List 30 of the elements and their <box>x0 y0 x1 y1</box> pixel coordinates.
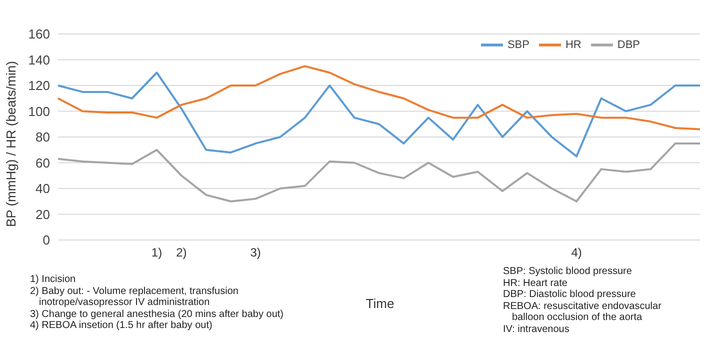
y-tick-label: 20 <box>36 206 50 222</box>
x-tick-label: 4) <box>571 246 582 260</box>
line-series <box>57 72 701 158</box>
line-series <box>57 65 701 130</box>
y-tick-label: 40 <box>36 181 50 196</box>
y-tick-label: 80 <box>36 130 50 145</box>
legend-label: DBP <box>617 38 640 51</box>
y-axis-title: BP (mmHg) / HR (beats/min) <box>4 61 19 227</box>
y-tick-label: 60 <box>36 155 50 170</box>
text: 2) Baby out: - Volume replacement, transfusion inotrope/vasopressor IV administration <box>30 286 240 308</box>
x-axis-title: Time <box>364 296 396 311</box>
text: 1) Incision <box>30 274 77 286</box>
y-tick-label: 140 <box>28 52 50 68</box>
text: HR: Heart rate <box>503 278 568 289</box>
text: 4) REBOA insetion (1.5 hr after baby out) <box>30 320 214 332</box>
x-tick-label: 1) <box>151 246 162 260</box>
x-tick-label: 3) <box>250 246 261 260</box>
y-tick-label: 100 <box>28 104 50 119</box>
text: 3) Change to general anesthesia (20 mins after baby out) <box>30 308 284 320</box>
legend-label: SBP <box>507 38 530 51</box>
line-series <box>57 142 701 202</box>
y-tick-label: 0 <box>42 232 50 248</box>
text: DBP: Diastolic blood pressure <box>503 289 637 300</box>
text: REBOA: resuscitative endovascular balloon occlusion of the aorta <box>503 300 662 324</box>
legend-label: HR <box>565 38 582 51</box>
y-tick-label: 120 <box>28 78 50 94</box>
text: IV: intravenous <box>503 324 570 335</box>
text: SBP: Systolic blood pressure <box>503 266 633 278</box>
x-tick-label: 2) <box>176 246 187 260</box>
y-tick-label: 160 <box>28 26 50 42</box>
